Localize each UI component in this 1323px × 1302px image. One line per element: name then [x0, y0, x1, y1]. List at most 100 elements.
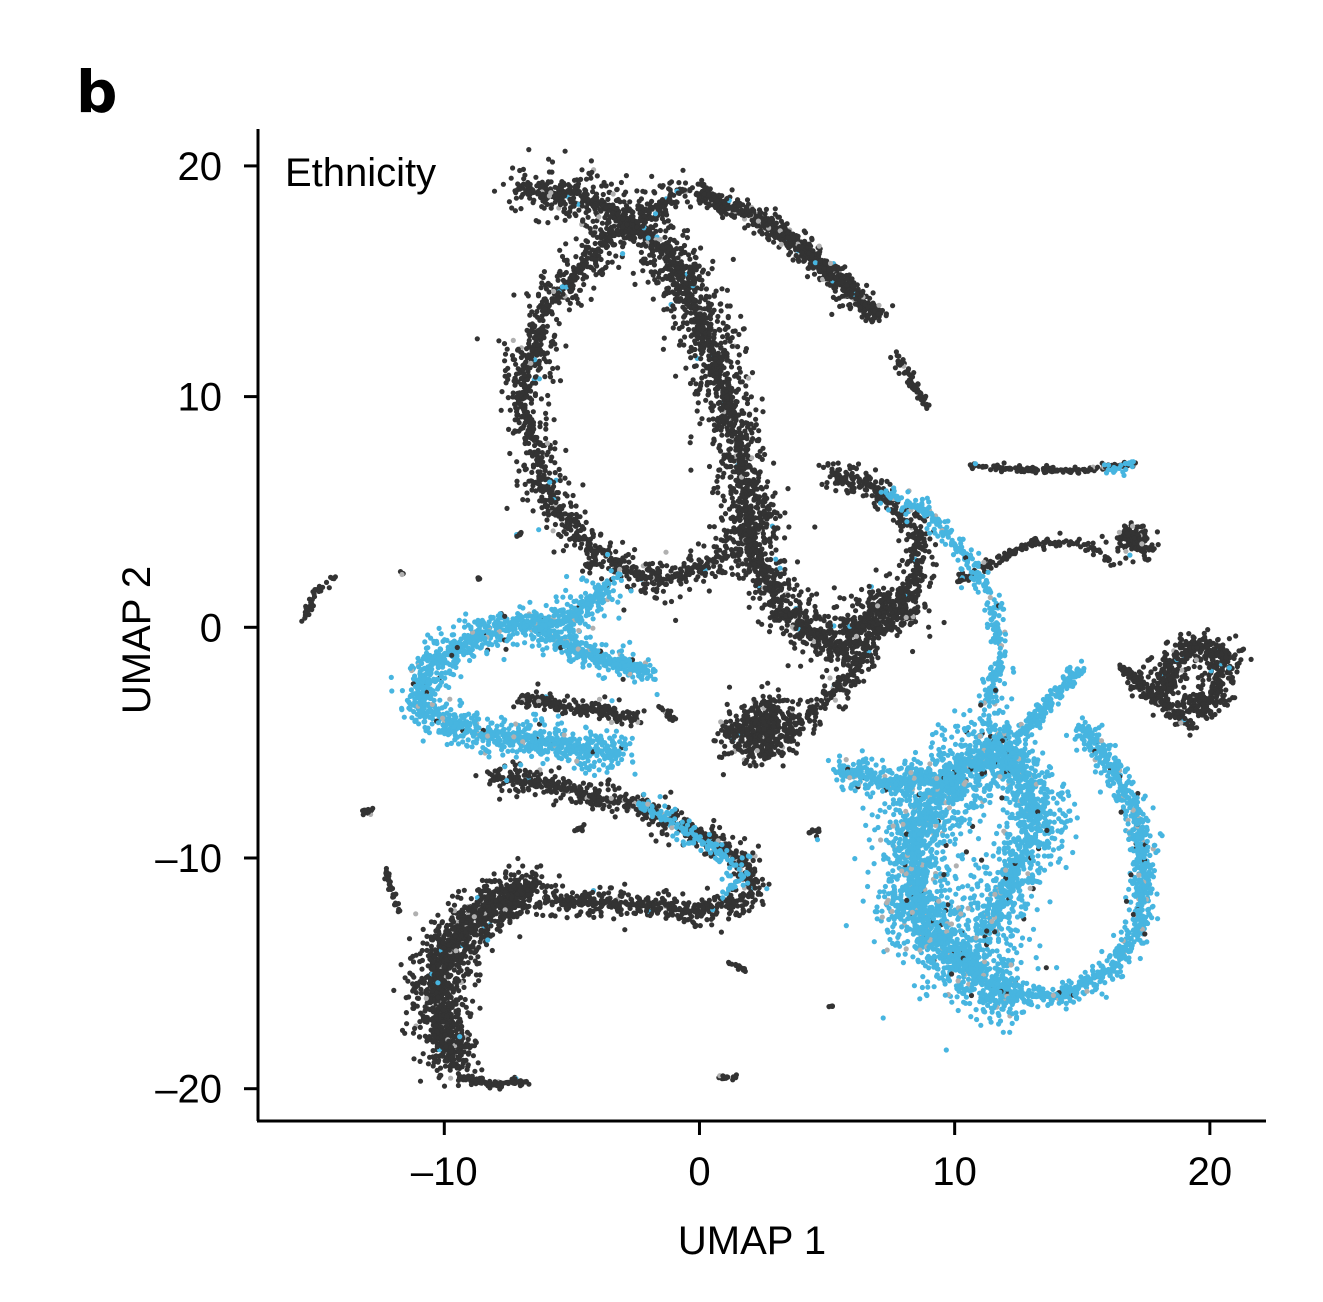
data-point-dark	[526, 337, 532, 343]
data-point-dark	[564, 261, 571, 267]
data-point-dark	[540, 497, 546, 503]
data-point-dark	[850, 283, 856, 289]
data-point-dark	[745, 375, 752, 381]
data-point-dark	[540, 327, 546, 333]
data-point-dark	[762, 514, 768, 520]
data-point-dark	[501, 341, 508, 347]
data-point-dark	[526, 147, 532, 153]
data-point-dark	[694, 408, 700, 414]
data-point-dark	[657, 183, 663, 189]
data-point-dark	[652, 211, 659, 217]
data-point-dark	[560, 548, 567, 554]
data-point-dark	[711, 524, 717, 530]
data-point-dark	[566, 480, 572, 486]
data-point-dark	[728, 439, 735, 445]
data-point-dark	[721, 498, 728, 504]
data-point-dark	[559, 284, 566, 290]
data-point-dark	[611, 223, 617, 229]
data-point-dark	[677, 594, 683, 600]
data-point-dark	[518, 206, 524, 212]
data-point-dark	[599, 220, 606, 226]
data-point-dark	[567, 288, 573, 294]
data-point-dark	[767, 615, 773, 621]
data-point-dark	[674, 281, 680, 287]
data-point-dark	[588, 296, 594, 302]
data-point-dark	[582, 509, 588, 515]
data-point-dark	[843, 639, 850, 645]
data-point-dark	[721, 452, 727, 458]
data-point-dark	[537, 317, 543, 323]
data-point-dark	[844, 276, 851, 282]
data-point-dark	[715, 473, 721, 480]
data-point-dark	[563, 447, 569, 453]
data-point-dark	[728, 547, 735, 553]
data-point-dark	[655, 279, 661, 286]
data-point-dark	[590, 218, 596, 224]
data-point-dark	[809, 592, 815, 598]
data-point-dark	[553, 346, 560, 352]
data-point-dark	[670, 325, 676, 331]
data-point-dark	[741, 568, 747, 574]
data-point-dark	[659, 197, 666, 203]
data-point-dark	[592, 543, 598, 549]
data-point-dark	[674, 199, 680, 205]
data-point-dark	[875, 603, 881, 609]
data-point-dark	[575, 528, 581, 534]
data-point-dark	[512, 376, 518, 382]
data-point-dark	[532, 392, 539, 399]
data-point-dark	[557, 477, 563, 484]
data-point-dark	[518, 375, 524, 382]
data-point-dark	[796, 592, 802, 598]
data-point-dark	[681, 342, 687, 348]
data-point-dark	[704, 555, 710, 561]
data-point-dark	[750, 595, 756, 601]
data-point-dark	[685, 287, 691, 293]
data-point-dark	[579, 242, 585, 248]
data-point-dark	[579, 524, 586, 530]
data-point-dark	[700, 368, 706, 374]
data-point-dark	[756, 475, 762, 481]
data-point-dark	[735, 344, 741, 350]
data-point-dark	[669, 574, 675, 580]
data-point-dark	[879, 307, 886, 314]
data-point-dark	[713, 356, 719, 362]
data-point-dark	[827, 260, 834, 266]
data-point-dark	[624, 221, 630, 228]
data-point-dark	[870, 290, 876, 296]
data-point-dark	[754, 486, 760, 492]
data-point-dark	[701, 578, 707, 584]
data-point-dark	[711, 307, 717, 313]
data-point-dark	[640, 268, 646, 274]
data-point-dark	[760, 409, 766, 415]
data-point-dark	[604, 243, 611, 249]
data-point-dark	[525, 352, 531, 358]
data-point-dark	[821, 629, 827, 635]
data-point-dark	[505, 376, 511, 383]
data-point-dark	[626, 559, 632, 565]
data-point-dark	[896, 370, 902, 376]
data-point-dark	[505, 365, 511, 371]
data-point-dark	[551, 549, 557, 555]
data-point-dark	[692, 307, 698, 313]
data-point-dark	[539, 280, 545, 286]
data-point-dark	[620, 555, 626, 561]
data-point-dark	[533, 336, 539, 342]
data-point-dark	[649, 243, 655, 250]
data-point-dark	[706, 202, 712, 208]
data-point-dark	[632, 573, 638, 579]
data-point-dark	[837, 595, 843, 601]
data-point-dark	[697, 311, 704, 317]
data-point-dark	[729, 427, 735, 433]
data-point-dark	[597, 270, 603, 276]
data-point-dark	[687, 256, 693, 262]
data-point-dark	[747, 463, 753, 469]
data-point-dark	[849, 622, 855, 628]
data-point-dark	[605, 196, 611, 202]
data-point-dark	[610, 191, 616, 197]
data-point-dark	[701, 543, 707, 549]
data-point-dark	[620, 216, 626, 222]
data-point-dark	[722, 549, 728, 556]
data-point-dark	[574, 190, 580, 197]
data-point-dark	[538, 396, 545, 402]
data-point-dark	[739, 379, 745, 385]
